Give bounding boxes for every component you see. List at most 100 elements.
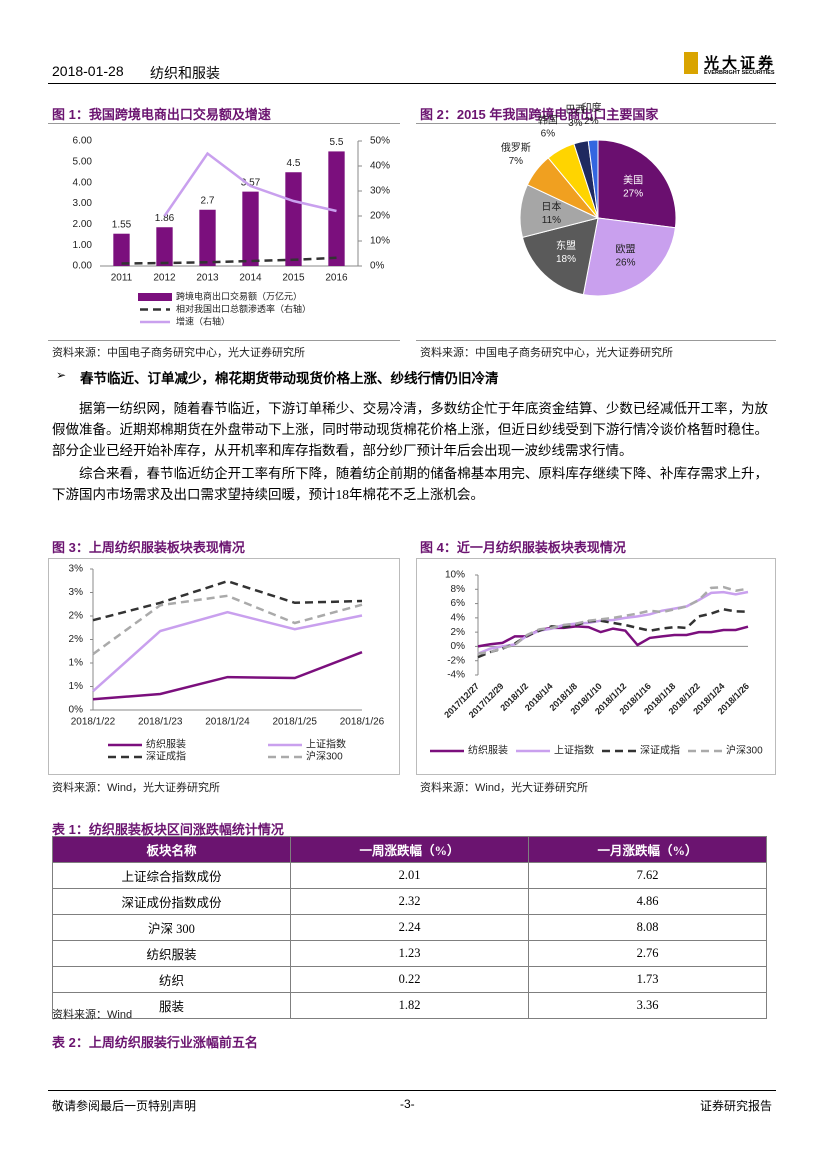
header-date: 2018-01-28 bbox=[52, 63, 124, 79]
value-label: 1.86 bbox=[155, 213, 175, 224]
x-tick-label: 2015 bbox=[282, 273, 305, 284]
y-tick-label: 3.00 bbox=[73, 198, 93, 209]
logo-en: EVERBRIGHT SECURITIES bbox=[704, 70, 775, 76]
figure-source: 资料来源：中国电子商务研究中心，光大证券研究所 bbox=[52, 347, 305, 359]
y-tick-label: 2.00 bbox=[73, 219, 93, 230]
pie-slice bbox=[597, 139, 677, 229]
table-header-row: 板块名称 一周涨跌幅（%） 一月涨跌幅（%） bbox=[52, 836, 767, 863]
table-row: 沪深 300 2.24 8.08 bbox=[52, 914, 767, 941]
y-tick-label: 0.00 bbox=[73, 261, 93, 272]
paragraph: 据第一纺织网，随着春节临近，下游订单稀少、交易冷清，多数纺企忙于年底资金结算、少… bbox=[52, 401, 768, 458]
table-row: 服装 1.82 3.36 bbox=[52, 992, 767, 1019]
value-label: 3.57 bbox=[241, 177, 261, 188]
figure-source: 资料来源：Wind，光大证券研究所 bbox=[420, 782, 589, 794]
rule bbox=[48, 340, 400, 341]
y-tick-label: 2% bbox=[69, 611, 84, 622]
value-label: 4.5 bbox=[287, 158, 301, 169]
table-cell: 上证综合指数成份 bbox=[52, 862, 291, 889]
y2-tick-label: 20% bbox=[370, 211, 390, 222]
figure-caption: 图 1：我国跨境电商出口交易额及增速 bbox=[52, 107, 271, 122]
y-tick-label: -2% bbox=[447, 655, 465, 666]
legend-label: 相对我国出口总额渗透率（右轴） bbox=[176, 303, 311, 314]
logo-icon bbox=[684, 52, 698, 74]
paragraph: 综合来看，春节临近纺企开工率有所下降，随着纺企前期的储备棉基本用完、原料库存继续… bbox=[52, 466, 768, 502]
y2-tick-label: 50% bbox=[370, 136, 390, 147]
y-tick-label: 5.00 bbox=[73, 156, 93, 167]
line-series bbox=[477, 608, 749, 659]
slice-value: 26% bbox=[616, 258, 636, 269]
line-series bbox=[92, 610, 363, 693]
bar bbox=[156, 227, 173, 266]
table-caption: 表 1：纺织服装板块区间涨跌幅统计情况 bbox=[52, 822, 284, 837]
slice-label: 欧盟 bbox=[616, 244, 636, 256]
line-series bbox=[163, 151, 337, 217]
figure-source: 资料来源：中国电子商务研究中心，光大证券研究所 bbox=[420, 347, 673, 359]
table-cell: 2.76 bbox=[528, 940, 767, 967]
table-cell: 3.36 bbox=[528, 992, 767, 1019]
footer-page: -3- bbox=[400, 1097, 415, 1111]
pie-slice bbox=[582, 217, 676, 297]
y-tick-label: 3% bbox=[69, 587, 84, 598]
x-tick-label: 2013 bbox=[196, 273, 219, 284]
table-row: 深证成份指数成份 2.32 4.86 bbox=[52, 888, 767, 915]
slice-label: 东盟 bbox=[556, 239, 576, 252]
x-tick-label: 2014 bbox=[239, 273, 262, 284]
figure-caption: 图 3：上周纺织服装板块表现情况 bbox=[52, 540, 245, 555]
y-tick-label: 0% bbox=[451, 641, 466, 652]
header-cell: 一月涨跌幅（%） bbox=[528, 836, 767, 863]
line-series bbox=[92, 651, 363, 701]
line-series bbox=[92, 579, 363, 622]
table-cell: 纺织服装 bbox=[52, 940, 291, 967]
slice-value: 7% bbox=[509, 156, 524, 167]
y2-tick-label: 10% bbox=[370, 236, 390, 247]
y-tick-label: 2% bbox=[69, 634, 84, 645]
rule bbox=[416, 123, 776, 124]
slice-label: 印度 bbox=[581, 101, 601, 114]
slice-label: 俄罗斯 bbox=[501, 141, 531, 154]
chart-frame bbox=[48, 558, 400, 775]
data-table: 板块名称 一周涨跌幅（%） 一月涨跌幅（%） 上证综合指数成份 2.01 7.62 深证成份… bbox=[52, 836, 767, 1019]
legend-label: 纺织服装 bbox=[146, 738, 186, 751]
value-label: 5.5 bbox=[330, 137, 344, 148]
chart-frame bbox=[416, 558, 776, 775]
line-series bbox=[477, 625, 749, 648]
footer-left: 敬请参阅最后一页特别声明 bbox=[52, 1099, 197, 1113]
legend-label: 上证指数 bbox=[306, 738, 346, 751]
y-tick-label: 1.00 bbox=[73, 240, 93, 251]
legend-label: 跨境电商出口交易额（万亿元） bbox=[176, 290, 302, 301]
table-row: 纺织服装 1.23 2.76 bbox=[52, 940, 767, 967]
x-tick-label: 2018/1/24 bbox=[205, 717, 250, 728]
bar bbox=[242, 191, 259, 266]
slice-value: 6% bbox=[541, 129, 556, 140]
y-tick-label: 6% bbox=[451, 598, 466, 609]
slice-value: 18% bbox=[556, 254, 576, 265]
header-cell: 板块名称 bbox=[52, 836, 291, 863]
slice-value: 2% bbox=[584, 116, 599, 127]
y-tick-label: 4.00 bbox=[73, 177, 93, 188]
y-tick-label: 10% bbox=[445, 570, 465, 581]
legend-label: 纺织服装 bbox=[468, 744, 508, 757]
y2-tick-label: 40% bbox=[370, 161, 390, 172]
legend-label: 增速（右轴） bbox=[176, 315, 230, 326]
section-heading: 春节临近、订单减少，棉花期货带动现货价格上涨、纱线行情仍旧冷清 bbox=[80, 371, 499, 386]
rule bbox=[48, 123, 400, 124]
bar bbox=[285, 172, 302, 266]
bar bbox=[199, 209, 216, 266]
slice-label: 日本 bbox=[541, 200, 561, 213]
slice-label: 巴西 bbox=[565, 104, 585, 116]
y-tick-label: 1% bbox=[69, 681, 84, 692]
table-cell: 1.23 bbox=[290, 940, 529, 967]
line-series bbox=[477, 590, 749, 655]
y-tick-label: 4% bbox=[451, 612, 466, 623]
slice-value: 3% bbox=[568, 118, 583, 129]
bar bbox=[113, 233, 130, 266]
x-tick-label: 2018/1/23 bbox=[138, 717, 183, 728]
footer-rule bbox=[48, 1090, 776, 1091]
y-tick-label: 6.00 bbox=[73, 136, 93, 147]
y-tick-label: 1% bbox=[69, 658, 84, 669]
legend-label: 上证指数 bbox=[554, 744, 594, 757]
line-series bbox=[92, 594, 363, 656]
legend-swatch bbox=[138, 293, 172, 301]
